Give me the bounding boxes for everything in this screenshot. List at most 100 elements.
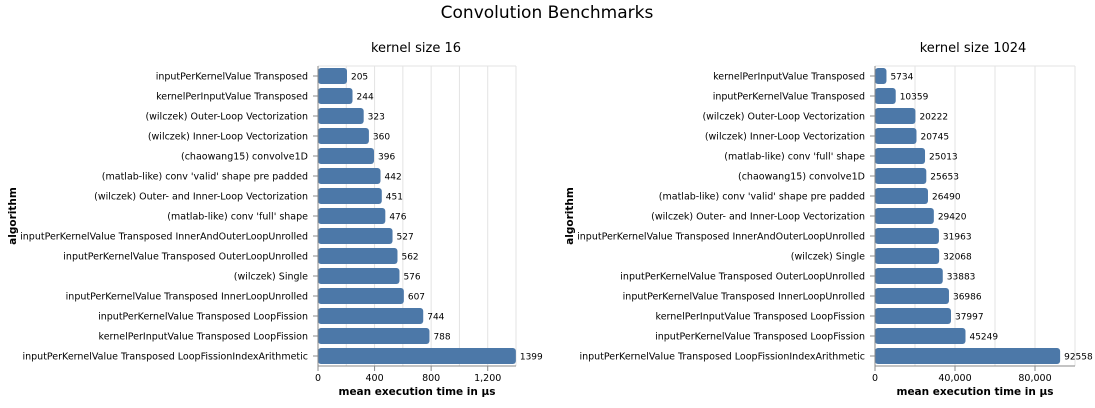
data-label: 26490 bbox=[932, 193, 961, 203]
data-label: 527 bbox=[397, 233, 414, 243]
bar bbox=[875, 148, 926, 164]
panel-title: kernel size 16 bbox=[371, 41, 461, 56]
data-label: 5734 bbox=[890, 73, 913, 83]
bar bbox=[318, 188, 382, 204]
data-label: 442 bbox=[385, 173, 402, 183]
category-label: (matlab-like) conv 'full' shape bbox=[724, 152, 865, 163]
x-axis-title: mean execution time in µs bbox=[897, 386, 1054, 398]
bar bbox=[318, 168, 381, 184]
category-label: inputPerKernelValue Transposed OuterLoop… bbox=[63, 252, 308, 263]
bar bbox=[318, 68, 347, 84]
category-label: (wilczek) Outer- and Inner-Loop Vectoriz… bbox=[651, 212, 865, 223]
bar bbox=[875, 108, 916, 124]
category-label: (matlab-like) conv 'full' shape bbox=[167, 212, 308, 223]
data-label: 29420 bbox=[938, 213, 967, 223]
bar bbox=[875, 208, 934, 224]
bar bbox=[875, 288, 949, 304]
category-label: (wilczek) Inner-Loop Vectorization bbox=[148, 132, 308, 143]
bar bbox=[875, 168, 927, 184]
data-label: 25013 bbox=[929, 153, 958, 163]
category-label: (chaowang15) convolve1D bbox=[181, 152, 308, 163]
data-label: 562 bbox=[401, 253, 418, 263]
bar bbox=[318, 348, 516, 364]
data-label: 20222 bbox=[919, 113, 948, 123]
category-label: (matlab-like) conv 'valid' shape pre pad… bbox=[659, 192, 865, 203]
category-label: inputPerKernelValue Transposed LoopFissi… bbox=[579, 352, 865, 363]
category-label: inputPerKernelValue Transposed LoopFissi… bbox=[98, 312, 308, 323]
bar bbox=[318, 268, 400, 284]
category-label: (wilczek) Single bbox=[791, 252, 865, 263]
x-tick-label: 40,000 bbox=[938, 373, 971, 384]
data-label: 788 bbox=[433, 333, 450, 343]
data-label: 92558 bbox=[1064, 353, 1093, 363]
category-label: inputPerKernelValue Transposed bbox=[713, 92, 865, 103]
data-label: 37997 bbox=[955, 313, 984, 323]
bar bbox=[875, 308, 951, 324]
data-label: 20745 bbox=[920, 133, 949, 143]
category-label: (wilczek) Inner-Loop Vectorization bbox=[705, 132, 865, 143]
x-tick-label: 0 bbox=[872, 373, 878, 384]
category-label: inputPerKernelValue Transposed InnerAndO… bbox=[577, 232, 865, 243]
x-tick-label: 0 bbox=[315, 373, 321, 384]
data-label: 576 bbox=[403, 273, 420, 283]
category-label: inputPerKernelValue Transposed InnerAndO… bbox=[20, 232, 308, 243]
data-label: 45249 bbox=[969, 333, 998, 343]
category-label: (chaowang15) convolve1D bbox=[738, 172, 865, 183]
panel-title: kernel size 1024 bbox=[920, 41, 1027, 56]
data-label: 1399 bbox=[520, 353, 543, 363]
category-label: (wilczek) Single bbox=[234, 272, 308, 283]
category-label: (matlab-like) conv 'valid' shape pre pad… bbox=[102, 172, 308, 183]
data-label: 244 bbox=[357, 93, 374, 103]
bar bbox=[318, 108, 364, 124]
bar bbox=[318, 288, 404, 304]
data-label: 476 bbox=[389, 213, 406, 223]
bar bbox=[875, 68, 887, 84]
category-label: kernelPerInputValue Transposed bbox=[713, 72, 865, 83]
category-label: (wilczek) Outer- and Inner-Loop Vectoriz… bbox=[94, 192, 308, 203]
category-label: inputPerKernelValue Transposed LoopFissi… bbox=[22, 352, 308, 363]
category-label: kernelPerInputValue Transposed LoopFissi… bbox=[99, 332, 308, 343]
category-label: (wilczek) Outer-Loop Vectorization bbox=[702, 112, 865, 123]
data-label: 396 bbox=[378, 153, 395, 163]
data-label: 451 bbox=[386, 193, 403, 203]
y-axis-title: algorithm bbox=[564, 187, 576, 245]
category-label: inputPerKernelValue Transposed InnerLoop… bbox=[66, 292, 308, 303]
data-label: 10359 bbox=[900, 93, 929, 103]
bar bbox=[875, 188, 928, 204]
category-label: inputPerKernelValue Transposed bbox=[156, 72, 308, 83]
bar bbox=[875, 128, 917, 144]
data-label: 323 bbox=[368, 113, 385, 123]
category-label: (wilczek) Outer-Loop Vectorization bbox=[145, 112, 308, 123]
bar bbox=[875, 348, 1061, 364]
data-label: 32068 bbox=[943, 253, 972, 263]
category-label: inputPerKernelValue Transposed InnerLoop… bbox=[623, 292, 865, 303]
data-label: 25653 bbox=[930, 173, 959, 183]
bar bbox=[875, 268, 943, 284]
bar bbox=[318, 248, 398, 264]
data-label: 744 bbox=[427, 313, 444, 323]
bar bbox=[318, 308, 424, 324]
bar bbox=[318, 208, 386, 224]
category-label: inputPerKernelValue Transposed OuterLoop… bbox=[620, 272, 865, 283]
data-label: 33883 bbox=[947, 273, 976, 283]
bar bbox=[318, 148, 375, 164]
data-label: 360 bbox=[373, 133, 390, 143]
bar bbox=[318, 88, 353, 104]
data-label: 31963 bbox=[943, 233, 972, 243]
y-axis-title: algorithm bbox=[7, 187, 19, 245]
data-label: 205 bbox=[351, 73, 368, 83]
category-label: kernelPerInputValue Transposed LoopFissi… bbox=[656, 312, 865, 323]
bar bbox=[875, 228, 939, 244]
bar bbox=[318, 228, 393, 244]
category-label: kernelPerInputValue Transposed bbox=[156, 92, 308, 103]
bar bbox=[875, 248, 940, 264]
bar bbox=[318, 128, 369, 144]
x-tick-label: 800 bbox=[422, 373, 440, 384]
x-axis-title: mean execution time in µs bbox=[339, 386, 496, 398]
x-tick-label: 80,000 bbox=[1018, 373, 1051, 384]
bar bbox=[875, 328, 966, 344]
bar bbox=[318, 328, 430, 344]
chart-main-title: Convolution Benchmarks bbox=[441, 3, 654, 23]
